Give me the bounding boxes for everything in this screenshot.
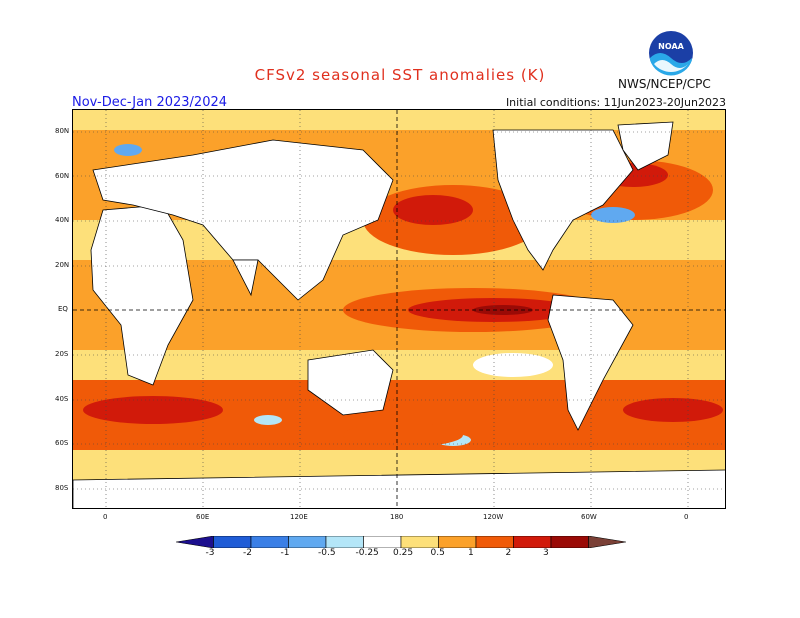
land-australia — [307, 349, 394, 416]
lat-label-40s: 40S — [55, 395, 69, 403]
colorbar-cell — [513, 536, 552, 548]
colorbar-cell — [213, 536, 252, 548]
colorbar-cell — [250, 536, 289, 548]
cool-spot-north-atlantic-east — [114, 144, 142, 156]
land-north-america — [492, 129, 634, 271]
lat-label-40n: 40N — [55, 216, 70, 224]
colorbar-tick-label: 1 — [468, 548, 474, 558]
lat-label-80n: 80N — [55, 127, 70, 135]
colorbar-cell — [288, 536, 327, 548]
noaa-logo: NOAA — [648, 30, 694, 76]
colorbar-tick-label: 0.5 — [430, 548, 445, 558]
land-india — [232, 259, 259, 297]
lat-label-80s: 80S — [55, 484, 69, 492]
colorbar-cell — [438, 536, 477, 548]
lon-label-0-west: 0 — [103, 513, 108, 521]
lat-label-20n: 20N — [55, 261, 70, 269]
sst-anomaly-map — [72, 109, 726, 509]
lat-label-eq: EQ — [58, 305, 68, 313]
colorbar-tick-label: -3 — [205, 548, 215, 558]
map-canvas — [73, 110, 725, 508]
colorbar-tick-label: -0.5 — [318, 548, 336, 558]
cool-spot-gulf-stream — [591, 207, 635, 223]
colorbar-cell — [363, 536, 402, 548]
colorbar-cell — [325, 536, 364, 548]
land-eurasia — [92, 139, 394, 301]
southern-indian-peak — [83, 396, 223, 424]
north-pacific-peak — [393, 195, 473, 225]
season-label: Nov-Dec-Jan 2023/2024 — [72, 95, 228, 110]
cool-spot-indian — [254, 415, 282, 425]
colorbar-tick-label: 0.25 — [393, 548, 414, 558]
land-greenland — [617, 121, 674, 171]
colorbar-tick-label: -0.25 — [355, 548, 379, 558]
lon-label-0-east: 0 — [684, 513, 689, 521]
lon-label-60w: 60W — [581, 513, 597, 521]
reference-lines — [73, 110, 725, 508]
southern-atlantic-peak — [623, 398, 723, 422]
lon-label-60e: 60E — [196, 513, 210, 521]
colorbar-cell — [176, 536, 214, 548]
lat-label-60s: 60S — [55, 439, 69, 447]
colorbar-tick-label: -1 — [280, 548, 290, 558]
colorbar-cell — [475, 536, 514, 548]
colorbar-tick-label: 3 — [543, 548, 549, 558]
neutral-south-pacific — [473, 353, 553, 377]
colorbar — [176, 536, 626, 548]
southern-pacific-warm — [343, 423, 463, 447]
lon-label-180: 180 — [390, 513, 404, 521]
initial-conditions-label: Initial conditions: 11Jun2023-20Jun2023 — [505, 96, 726, 109]
agency-label: NWS/NCEP/CPC — [618, 77, 711, 91]
land-south-america — [547, 294, 634, 431]
lat-label-60n: 60N — [55, 172, 70, 180]
lon-label-120w: 120W — [483, 513, 504, 521]
lon-label-120e: 120E — [290, 513, 308, 521]
page-title: CFSv2 seasonal SST anomalies (K) — [254, 66, 546, 84]
land-antarctica — [73, 469, 725, 508]
logo-text: NOAA — [658, 42, 684, 51]
land-masses — [73, 121, 725, 508]
colorbar-cell — [550, 536, 589, 548]
lat-label-20s: 20S — [55, 350, 69, 358]
colorbar-tick-label: 2 — [505, 548, 512, 558]
colorbar-cell — [400, 536, 439, 548]
colorbar-cell — [588, 536, 626, 548]
land-africa — [90, 204, 194, 386]
colorbar-tick-label: -2 — [243, 548, 252, 558]
